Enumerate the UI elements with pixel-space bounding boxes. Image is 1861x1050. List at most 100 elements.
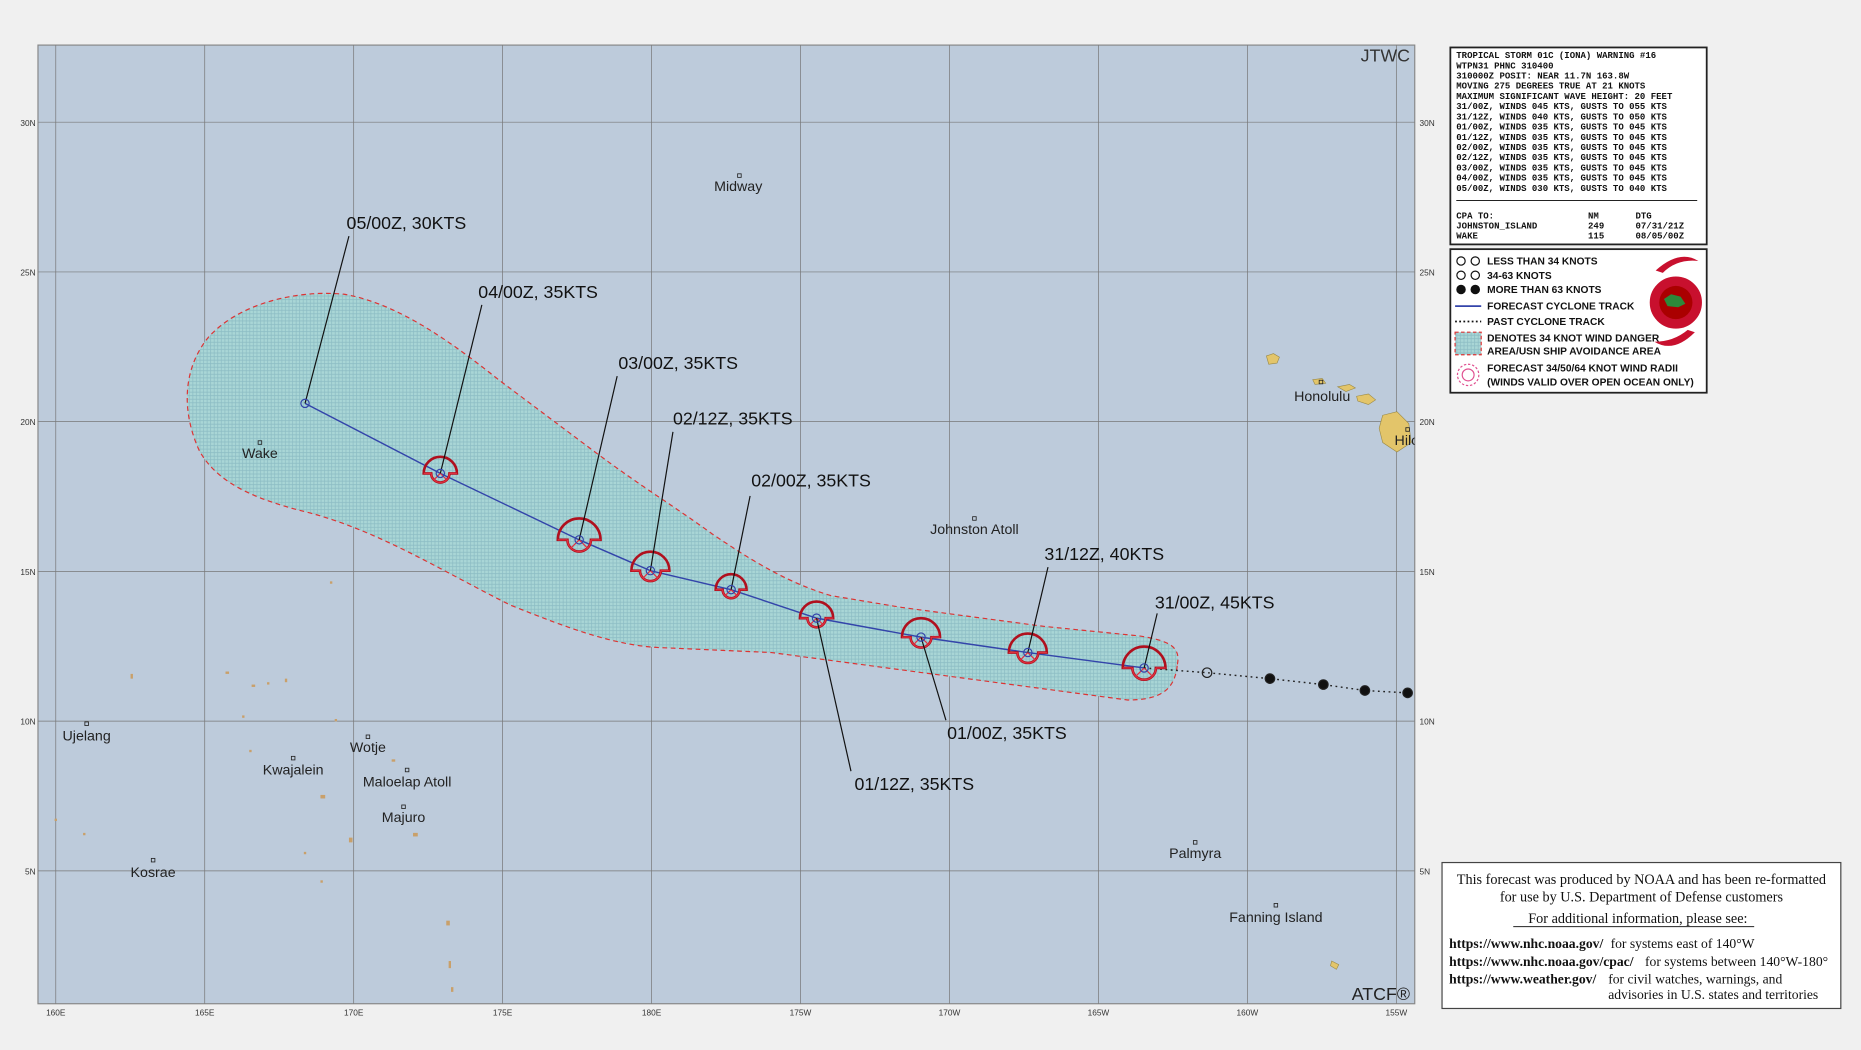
forecast-label: 04/00Z, 35KTS: [478, 282, 598, 302]
forecast-label: 03/00Z, 35KTS: [618, 353, 738, 373]
forecast-point: [574, 535, 584, 545]
warning-line: 01/00Z, WINDS 035 KTS, GUSTS TO 045 KTS: [1456, 122, 1667, 133]
link[interactable]: https://www.nhc.noaa.gov/cpac/: [1449, 954, 1634, 969]
place-marker: [257, 440, 263, 445]
cpa-cell: 08/05/00Z: [1635, 230, 1684, 241]
place-label: Kosrae: [131, 865, 176, 881]
place-marker: [401, 804, 406, 809]
place-label: Maloelap Atoll: [363, 775, 452, 791]
warning-line: 31/12Z, WINDS 040 KTS, GUSTS TO 050 KTS: [1456, 111, 1667, 122]
place-label: Wake: [242, 446, 278, 462]
legend-item: LESS THAN 34 KNOTS: [1487, 257, 1598, 268]
forecast-point: [916, 632, 926, 642]
place-marker: [290, 755, 296, 761]
warning-line: 03/00Z, WINDS 035 KTS, GUSTS TO 045 KTS: [1456, 162, 1667, 173]
warning-line: 05/00Z, WINDS 030 KTS, GUSTS TO 040 KTS: [1456, 183, 1667, 194]
forecast-point: [300, 398, 310, 409]
legend-icon: [1456, 256, 1466, 266]
cpa-cell: WAKE: [1456, 230, 1478, 241]
place-marker: [1318, 379, 1324, 385]
warning-line: 02/12Z, WINDS 035 KTS, GUSTS TO 045 KTS: [1456, 152, 1667, 163]
leader-line: [304, 235, 350, 404]
link[interactable]: https://www.weather.gov/: [1449, 972, 1596, 987]
places: Midway Wake Johnston Atoll Honolulu Hilo Ujel…: [63, 173, 1415, 926]
forecast-label: 02/12Z, 35KTS: [673, 409, 793, 429]
legend-icon: [1470, 256, 1481, 266]
lon-label: 175E: [493, 1008, 513, 1018]
legend-icon: [1470, 284, 1481, 295]
warning-line: MOVING 275 DEGREES TRUE AT 21 KNOTS: [1456, 81, 1646, 92]
map-frame: [37, 44, 1416, 1005]
disclaimer-text: advisories in U.S. states and territorie…: [1608, 987, 1818, 1002]
lon-label: 170W: [939, 1008, 961, 1018]
disclaimer-text: for systems east of 140°W: [1611, 936, 1755, 951]
storm-forecast: 31/00Z, 45KTS 31/12Z, 40KTS 01/00Z, 35KTS 0…: [300, 213, 1413, 794]
forecast-label: 01/12Z, 35KTS: [855, 774, 975, 794]
link[interactable]: https://www.nhc.noaa.gov/: [1449, 936, 1603, 951]
lon-label: 155W: [1385, 1008, 1407, 1018]
lon-label: 165W: [1088, 1008, 1110, 1018]
forecast-label: 02/00Z, 35KTS: [751, 470, 871, 490]
warning-line: TROPICAL STORM 01C (IONA) WARNING #16: [1456, 50, 1656, 61]
wind-radii: [1008, 651, 1047, 664]
legend-item: (WINDS VALID OVER OPEN OCEAN ONLY): [1487, 378, 1694, 389]
corner-label: JTWC: [1361, 46, 1411, 66]
forecast-point: [435, 468, 446, 479]
lon-label: 175W: [790, 1008, 812, 1018]
legend-item: FORECAST CYCLONE TRACK: [1487, 302, 1635, 313]
place-marker: [365, 734, 371, 739]
place-label: Johnston Atoll: [930, 522, 1019, 538]
wind-radii: [1122, 667, 1166, 681]
cpa-cell: 07/31/21Z: [1635, 220, 1684, 231]
place-label: Midway: [714, 179, 763, 195]
place-label: Fanning Island: [1229, 910, 1322, 926]
legend-item: PAST CYCLONE TRACK: [1487, 317, 1605, 328]
cpa-header: NM: [1588, 210, 1599, 221]
legend-icon: [1454, 331, 1482, 356]
legend-item: MORE THAN 63 KNOTS: [1487, 285, 1602, 296]
jtwc-logo: [1647, 256, 1705, 346]
forecast-point: [811, 613, 822, 623]
lat-label: 10N: [1419, 717, 1434, 727]
axis-labels: 160E 165E 170E 175E 180E 175W 170W 165W 160W 155W…: [20, 118, 1434, 1018]
legend-icon: [1456, 270, 1466, 280]
legend-item: 34-63 KNOTS: [1487, 271, 1552, 282]
lon-label: 165E: [195, 1008, 215, 1018]
warning-line: MAXIMUM SIGNIFICANT WAVE HEIGHT: 20 FEET: [1456, 91, 1673, 102]
cpa-header: CPA TO:: [1456, 210, 1494, 221]
legend-icon: [1456, 284, 1466, 295]
disclaimer-text: for civil watches, warnings, and: [1608, 972, 1782, 987]
past-point: [1318, 679, 1329, 690]
place-label: Ujelang: [63, 728, 111, 744]
leader-line: [578, 375, 618, 540]
leader-line: [1027, 566, 1049, 653]
leader-line: [649, 431, 674, 571]
forecast-point: [1023, 647, 1033, 658]
warning-line: 31/00Z, WINDS 045 KTS, GUSTS TO 055 KTS: [1456, 101, 1667, 112]
corner-label: ATCF®: [1352, 984, 1410, 1004]
forecast-label: 01/00Z, 35KTS: [947, 723, 1067, 743]
legend-icon: [1456, 363, 1480, 387]
place-label: Kwajalein: [263, 763, 324, 779]
lon-label: 170E: [344, 1008, 364, 1018]
past-point: [1402, 687, 1413, 699]
lat-label: 5N: [25, 866, 36, 876]
lat-label: 5N: [1419, 866, 1430, 876]
warning-line: 01/12Z, WINDS 035 KTS, GUSTS TO 045 KTS: [1456, 132, 1667, 143]
legend-item: AREA/USN SHIP AVOIDANCE AREA: [1487, 347, 1661, 358]
lon-label: 160W: [1237, 1008, 1259, 1018]
cpa-cell: 249: [1588, 220, 1604, 231]
lat-label: 10N: [20, 717, 35, 727]
place-marker: [84, 721, 89, 726]
cpa-cell: JOHNSTON_ISLAND: [1456, 220, 1538, 231]
wind-radii: [557, 539, 601, 553]
cpa-header: DTG: [1635, 210, 1651, 221]
place-marker: [737, 173, 742, 178]
leader-line: [439, 304, 483, 474]
place-label: Wotje: [350, 740, 386, 756]
warning-line: 310000Z POSIT: NEAR 11.7N 163.8W: [1456, 71, 1629, 82]
lon-label: 160E: [46, 1008, 66, 1018]
